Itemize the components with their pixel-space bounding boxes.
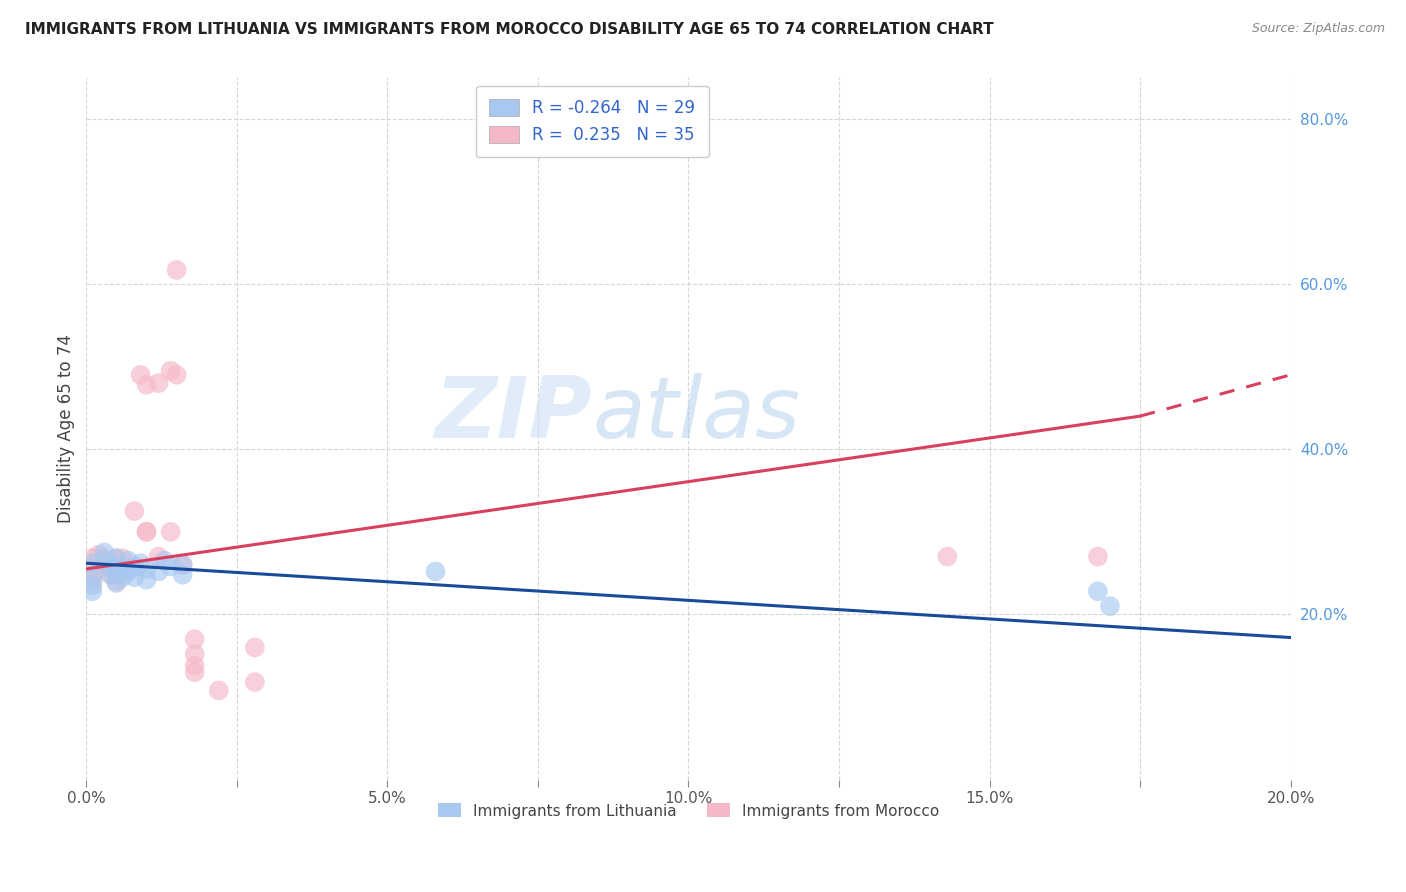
Point xyxy=(172,558,194,572)
Point xyxy=(183,658,205,673)
Point xyxy=(105,559,128,574)
Point xyxy=(1087,584,1109,599)
Point xyxy=(82,570,104,584)
Point xyxy=(166,263,188,277)
Point xyxy=(111,570,134,584)
Point xyxy=(117,562,139,576)
Point xyxy=(135,562,157,576)
Point xyxy=(93,545,115,559)
Point xyxy=(105,551,128,566)
Y-axis label: Disability Age 65 to 74: Disability Age 65 to 74 xyxy=(58,334,75,523)
Point xyxy=(129,368,152,382)
Point xyxy=(111,562,134,576)
Point xyxy=(183,632,205,647)
Point xyxy=(105,551,128,566)
Point xyxy=(1087,549,1109,564)
Point xyxy=(105,559,128,574)
Point xyxy=(82,584,104,599)
Point xyxy=(148,565,170,579)
Point xyxy=(135,573,157,587)
Point xyxy=(243,675,266,690)
Point xyxy=(183,647,205,661)
Point xyxy=(159,524,181,539)
Point xyxy=(82,556,104,570)
Legend: Immigrants from Lithuania, Immigrants from Morocco: Immigrants from Lithuania, Immigrants fr… xyxy=(432,797,945,824)
Point xyxy=(105,576,128,591)
Point xyxy=(166,368,188,382)
Point xyxy=(936,549,959,564)
Point xyxy=(208,683,231,698)
Point xyxy=(93,551,115,566)
Point xyxy=(183,665,205,680)
Point xyxy=(135,524,157,539)
Point xyxy=(100,566,122,580)
Point xyxy=(105,567,128,582)
Text: IMMIGRANTS FROM LITHUANIA VS IMMIGRANTS FROM MOROCCO DISABILITY AGE 65 TO 74 COR: IMMIGRANTS FROM LITHUANIA VS IMMIGRANTS … xyxy=(25,22,994,37)
Point xyxy=(117,565,139,579)
Point xyxy=(135,377,157,392)
Point xyxy=(159,364,181,378)
Point xyxy=(124,504,146,518)
Point xyxy=(153,554,176,568)
Text: atlas: atlas xyxy=(592,373,800,456)
Point xyxy=(111,551,134,566)
Point xyxy=(82,574,104,589)
Text: Source: ZipAtlas.com: Source: ZipAtlas.com xyxy=(1251,22,1385,36)
Text: ZIP: ZIP xyxy=(434,373,592,456)
Point xyxy=(129,556,152,570)
Point xyxy=(100,567,122,582)
Point xyxy=(425,565,447,579)
Point xyxy=(172,558,194,572)
Point xyxy=(82,559,104,574)
Point xyxy=(124,559,146,574)
Point xyxy=(82,578,104,592)
Point xyxy=(105,567,128,582)
Point xyxy=(117,554,139,568)
Point xyxy=(87,548,110,562)
Point xyxy=(93,554,115,568)
Point xyxy=(1098,599,1121,614)
Point xyxy=(100,559,122,574)
Point xyxy=(172,567,194,582)
Point xyxy=(82,567,104,582)
Point xyxy=(82,551,104,566)
Point xyxy=(135,524,157,539)
Point xyxy=(243,640,266,655)
Point xyxy=(93,559,115,574)
Point xyxy=(159,559,181,574)
Point xyxy=(105,574,128,589)
Point xyxy=(148,549,170,564)
Point xyxy=(124,570,146,584)
Point xyxy=(148,376,170,390)
